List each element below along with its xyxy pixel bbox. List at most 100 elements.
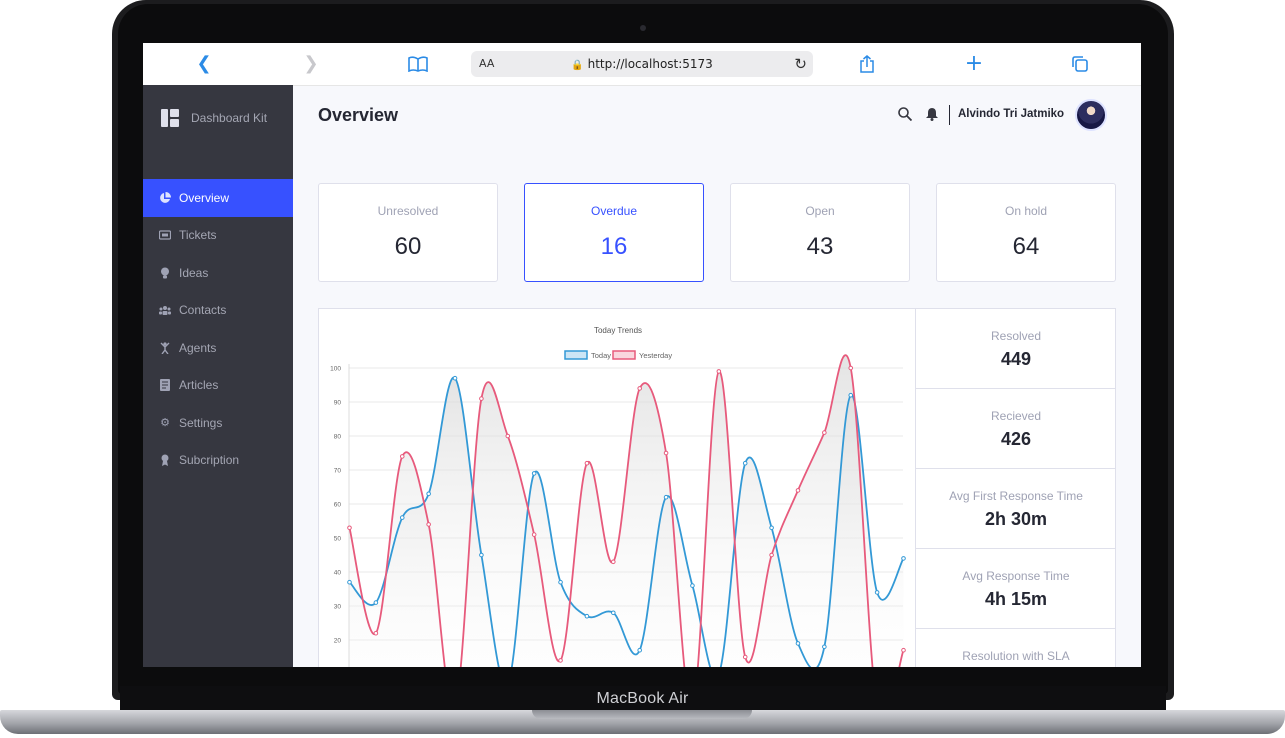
brand-name: Dashboard Kit	[191, 111, 268, 125]
side-stats-panel: Resolved 449 Recieved 426 Avg First Resp…	[916, 308, 1116, 667]
side-stat-recieved: Recieved 426	[916, 389, 1116, 469]
laptop-chin	[120, 686, 1166, 712]
data-point	[611, 610, 616, 616]
stat-card-label: Overdue	[590, 204, 638, 218]
side-stat-label: Resolved	[990, 329, 1042, 343]
data-point	[347, 525, 352, 531]
sidebar-item-label: Subcription	[179, 453, 240, 468]
tabs-icon[interactable]	[1067, 51, 1093, 77]
data-point	[399, 454, 405, 459]
sidebar-item-tickets[interactable]: Tickets	[143, 217, 293, 255]
data-point	[558, 658, 563, 663]
data-point	[822, 430, 827, 435]
data-point	[584, 613, 590, 619]
side-stat-value: 4h 15m	[984, 589, 1048, 609]
legend-label: Today	[591, 351, 611, 360]
side-stat-avg-response: Avg Response Time 4h 15m	[916, 549, 1116, 629]
stat-card-open[interactable]: Open 43	[730, 183, 910, 282]
avatar[interactable]	[1075, 99, 1107, 131]
forward-icon[interactable]: ❯	[303, 53, 319, 74]
legend-swatch	[564, 350, 588, 360]
stat-card-label: Unresolved	[377, 204, 439, 218]
data-point	[901, 556, 906, 561]
back-icon[interactable]: ❮	[196, 53, 212, 74]
reload-icon[interactable]: ↻	[794, 55, 807, 73]
data-point	[373, 630, 379, 636]
data-point	[795, 641, 801, 646]
y-tick-label: 30	[334, 604, 342, 611]
series-line-yesterday	[348, 354, 905, 667]
pie-chart-icon	[159, 191, 171, 204]
y-tick-label: 80	[334, 434, 342, 441]
gear-icon: ⚙	[160, 417, 170, 430]
sidebar-item-articles[interactable]: Articles	[143, 367, 293, 405]
data-point	[637, 386, 642, 391]
y-tick-label: 20	[334, 638, 342, 645]
data-point	[531, 471, 537, 476]
sidebar-item-agents[interactable]: Agents	[143, 329, 293, 367]
stat-card-value: 64	[1012, 233, 1040, 260]
lock-icon: 🔒	[571, 60, 584, 71]
stat-card-on-hold[interactable]: On hold 64	[936, 183, 1116, 282]
new-tab-icon[interactable]: +	[964, 51, 984, 76]
data-point	[558, 579, 563, 585]
data-point	[822, 644, 827, 650]
data-point	[795, 488, 801, 493]
share-icon[interactable]	[854, 51, 880, 77]
stat-card-unresolved[interactable]: Unresolved 60	[318, 183, 498, 282]
legend-label: Yesterday	[639, 351, 672, 360]
bell-icon[interactable]	[924, 107, 940, 123]
sidebar-nav: Overview Tickets Ideas Contacts Agents A…	[143, 179, 293, 479]
stat-card-label: On hold	[1004, 204, 1048, 218]
ticket-icon	[159, 229, 171, 241]
side-stat-label: Avg Response Time	[962, 569, 1070, 583]
data-point	[742, 460, 748, 466]
lightbulb-icon	[159, 267, 171, 279]
data-point	[479, 552, 484, 558]
side-stat-label: Resolution with SLA	[962, 649, 1070, 663]
side-stat-label: Recieved	[990, 409, 1042, 423]
screen: ❮ ❯ AA 🔒 http://localhost:5173 ↻ + Dashbo…	[143, 43, 1141, 667]
search-icon[interactable]	[897, 107, 913, 123]
stat-card-value: 43	[806, 233, 834, 260]
page-title: Overview	[318, 105, 399, 125]
sidebar-item-label: Settings	[179, 415, 223, 430]
side-stat-label: Avg First Response Time	[949, 489, 1083, 503]
trends-chart: Today TrendsTodayYesterday10203040506070…	[330, 326, 906, 667]
side-stat-avg-first-response: Avg First Response Time 2h 30m	[916, 469, 1116, 549]
y-tick-label: 100	[330, 366, 341, 373]
stat-card-value: 60	[394, 233, 422, 260]
y-tick-label: 70	[334, 468, 342, 475]
data-point	[399, 515, 405, 520]
y-tick-label: 40	[334, 570, 342, 577]
sidebar-item-subcription[interactable]: Subcription	[143, 442, 293, 480]
data-point	[848, 392, 854, 398]
data-point	[663, 450, 669, 456]
chart-title: Today Trends	[594, 326, 642, 335]
laptop-notch	[532, 710, 752, 719]
data-point	[742, 654, 748, 660]
sidebar-item-contacts[interactable]: Contacts	[143, 292, 293, 330]
legend-swatch	[612, 350, 636, 360]
data-point	[637, 647, 642, 653]
address-bar[interactable]: AA 🔒 http://localhost:5173 ↻	[471, 51, 813, 77]
sidebar-item-label: Contacts	[179, 303, 227, 318]
side-stat-value: 426	[1000, 429, 1032, 449]
user-name[interactable]: Alvindo Tri Jatmiko	[958, 108, 1065, 120]
data-point	[848, 365, 854, 371]
sidebar-item-label: Overview	[179, 190, 230, 205]
sidebar-item-settings[interactable]: ⚙ Settings	[143, 404, 293, 442]
stat-card-label: Open	[805, 204, 835, 218]
sidebar-item-label: Agents	[179, 340, 217, 355]
data-point	[479, 396, 484, 401]
sidebar-item-overview[interactable]: Overview	[143, 179, 293, 217]
bookmarks-icon[interactable]	[405, 51, 431, 77]
sidebar-item-ideas[interactable]: Ideas	[143, 254, 293, 292]
text-size-button[interactable]: AA	[479, 57, 495, 70]
data-point	[531, 532, 537, 537]
sidebar: Dashboard Kit Overview Tickets Ideas Con…	[143, 85, 293, 667]
award-icon	[159, 454, 171, 467]
brand[interactable]: Dashboard Kit	[161, 107, 267, 129]
data-point	[716, 369, 722, 374]
stat-card-overdue[interactable]: Overdue 16	[524, 183, 704, 282]
